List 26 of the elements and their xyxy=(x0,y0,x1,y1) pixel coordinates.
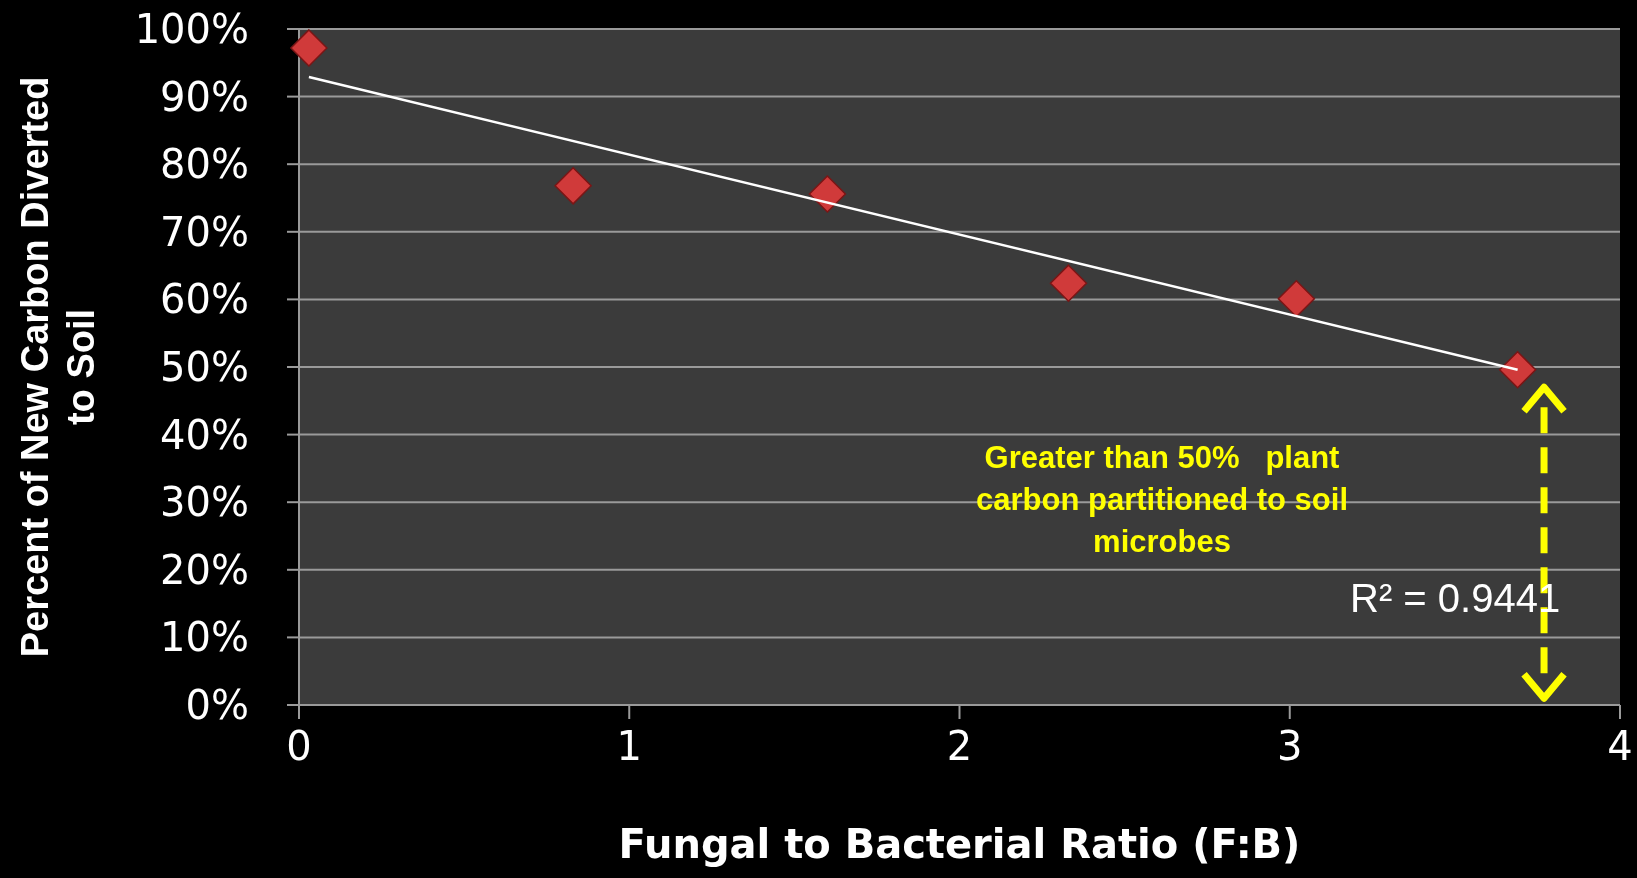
y-tick-label: 80% xyxy=(160,141,249,188)
annotation: R² = 0.9441 xyxy=(1350,576,1561,620)
x-tick-label: 4 xyxy=(1607,723,1633,769)
y-tick-label: 50% xyxy=(160,344,249,390)
y-tick-label: 40% xyxy=(160,411,249,458)
y-tick-label: 60% xyxy=(160,276,249,323)
x-tick-label: 2 xyxy=(946,723,973,769)
y-tick-label: 90% xyxy=(160,73,249,120)
y-axis-title: Percent of New Carbon Diverted to Soil xyxy=(14,76,102,658)
x-tick-label: 3 xyxy=(1277,723,1303,769)
y-tick-label: 10% xyxy=(160,614,249,661)
point xyxy=(290,29,328,67)
y-tick-label: 100% xyxy=(134,6,249,52)
point xyxy=(1277,279,1316,318)
y-tick-label: 20% xyxy=(160,546,249,593)
point xyxy=(554,167,592,205)
point xyxy=(1049,264,1088,302)
x-axis-title: Fungal to Bacterial Ratio (F:B) xyxy=(618,821,1301,867)
y-tick-label: 70% xyxy=(160,208,249,255)
y-tick-label: 0% xyxy=(185,682,249,728)
point xyxy=(808,175,847,213)
annotation: Greater than 50% plant carbon partitioned to soil microbes xyxy=(975,440,1349,559)
y-tick-label: 30% xyxy=(160,479,249,526)
point xyxy=(1498,350,1537,389)
x-tick-label: 1 xyxy=(616,723,642,769)
x-tick-label: 0 xyxy=(286,723,312,769)
